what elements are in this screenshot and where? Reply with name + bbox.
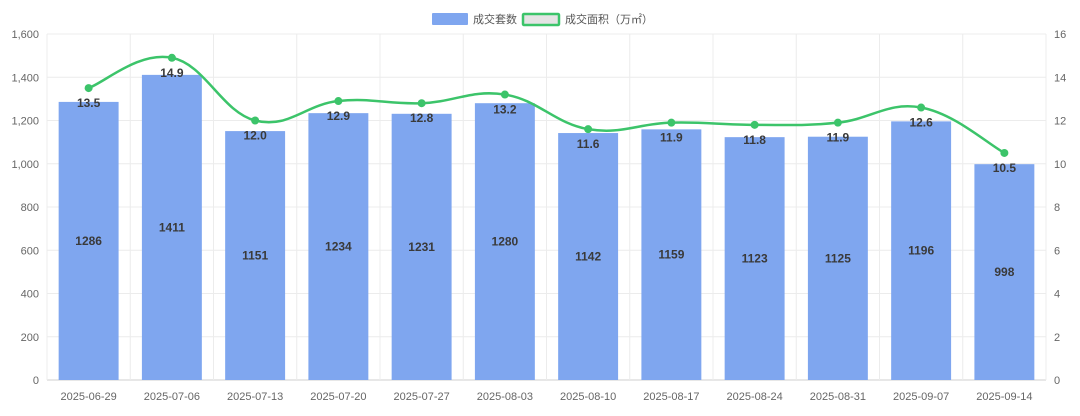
bar-value-label: 1159 <box>658 248 684 262</box>
line-point <box>1000 148 1009 157</box>
line-point <box>750 120 759 129</box>
line-value-label: 13.5 <box>77 96 101 110</box>
line-point <box>584 125 593 134</box>
y-left-tick-label: 200 <box>21 332 39 344</box>
x-tick-label: 2025-08-31 <box>810 391 866 403</box>
line-value-label: 12.6 <box>909 116 933 130</box>
line-value-label: 11.9 <box>660 131 683 145</box>
bar <box>558 133 619 380</box>
y-right-tick-label: 6 <box>1054 245 1060 257</box>
line-point <box>417 99 426 108</box>
line-value-label: 13.2 <box>493 103 517 117</box>
y-left-tick-label: 0 <box>33 375 39 387</box>
x-tick-label: 2025-07-13 <box>227 391 283 403</box>
x-tick-label: 2025-08-10 <box>560 391 616 403</box>
line-point <box>251 116 260 125</box>
bar-value-label: 1125 <box>825 251 851 265</box>
line-point <box>84 84 93 93</box>
bar <box>807 136 868 380</box>
x-tick-label: 2025-08-24 <box>726 391 782 403</box>
bar-value-label: 1411 <box>159 220 185 234</box>
bar-value-label: 998 <box>994 265 1014 279</box>
grid-lines <box>46 33 1047 381</box>
bar <box>891 121 952 381</box>
legend-label-bars: 成交套数 <box>473 12 517 26</box>
y-left-tick-label: 1,000 <box>11 159 39 171</box>
bar-value-label: 1142 <box>575 250 601 264</box>
y-right-tick-label: 16 <box>1054 29 1066 41</box>
x-tick-label: 2025-08-17 <box>643 391 699 403</box>
line-value-label: 11.9 <box>827 131 850 145</box>
bar <box>58 101 119 380</box>
line-series <box>84 53 1009 157</box>
bar-series <box>58 74 1035 381</box>
y-left-tick-label: 1,400 <box>11 72 39 84</box>
line-value-label: 11.8 <box>743 133 766 147</box>
y-left-tick-label: 600 <box>21 245 39 257</box>
y-right-tick-label: 8 <box>1054 202 1060 214</box>
y-right-tick-label: 12 <box>1054 116 1066 128</box>
y-left-tick-label: 400 <box>21 289 39 301</box>
bar-value-label: 1286 <box>75 234 102 248</box>
legend-swatch-bars <box>432 13 468 25</box>
bar-value-label: 1231 <box>408 240 435 254</box>
line-point <box>833 118 842 127</box>
bar <box>641 129 702 380</box>
x-tick-label: 2025-06-29 <box>60 391 116 403</box>
line-point <box>500 90 509 99</box>
bar <box>225 131 286 380</box>
line-value-label: 12.9 <box>327 109 351 123</box>
line-value-label: 14.9 <box>160 66 184 80</box>
line-value-label: 12.0 <box>243 129 267 143</box>
bar <box>724 137 785 380</box>
line-point <box>667 118 676 127</box>
x-tick-label: 2025-09-14 <box>976 391 1032 403</box>
x-tick-label: 2025-07-20 <box>310 391 366 403</box>
legend[interactable]: 成交套数 成交面积（万㎡） <box>432 12 653 27</box>
bar <box>974 164 1035 380</box>
bar <box>391 113 452 380</box>
bar <box>141 74 202 380</box>
bar-value-label: 1151 <box>242 249 268 263</box>
x-tick-label: 2025-07-27 <box>393 391 449 403</box>
bar-value-label: 1280 <box>492 235 519 249</box>
line-value-label: 10.5 <box>993 161 1017 175</box>
data-labels: 1286 1411 1151 1234 1231 1280 1142 1159 1123 1125… <box>75 66 1016 279</box>
y-left-tick-label: 800 <box>21 202 39 214</box>
bar-value-label: 1234 <box>325 240 352 254</box>
line-value-label: 12.8 <box>410 111 434 125</box>
y-right-tick-label: 0 <box>1054 375 1060 387</box>
line-point <box>917 103 926 112</box>
legend-swatch-line <box>521 12 561 27</box>
y-left-tick-label: 1,600 <box>11 29 39 41</box>
series-line-area <box>88 55 1005 155</box>
bar <box>308 113 369 381</box>
line-point <box>167 53 176 62</box>
bar-value-label: 1196 <box>908 244 934 258</box>
line-point <box>334 97 343 106</box>
y-right-tick-label: 2 <box>1054 332 1060 344</box>
axes: 0 200 400 600 800 1,000 1,200 1,400 1,600 0 2 4 6 8 10… <box>11 29 1066 403</box>
x-tick-label: 2025-09-07 <box>893 391 949 403</box>
y-right-tick-label: 4 <box>1054 289 1060 301</box>
y-left-tick-label: 1,200 <box>11 116 39 128</box>
y-right-tick-label: 10 <box>1054 159 1066 171</box>
bar <box>474 103 535 380</box>
x-tick-label: 2025-07-06 <box>144 391 200 403</box>
bar-value-label: 1123 <box>742 252 768 266</box>
x-tick-label: 2025-08-03 <box>477 391 533 403</box>
legend-label-line: 成交面积（万㎡） <box>565 12 653 26</box>
line-value-label: 11.6 <box>577 137 600 151</box>
y-right-tick-label: 14 <box>1054 72 1066 84</box>
